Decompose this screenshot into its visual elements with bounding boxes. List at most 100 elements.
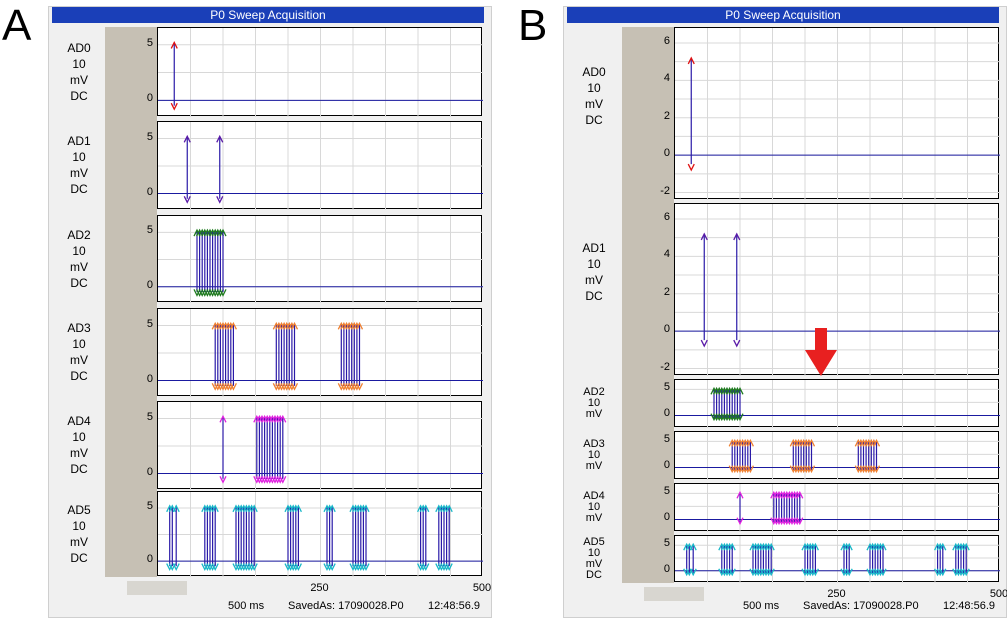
plot-ad1 (157, 121, 483, 210)
spike-tail (263, 476, 271, 484)
spike-tail (962, 568, 970, 577)
spike-tail (209, 563, 217, 572)
channel-scale: 10 (72, 150, 86, 164)
channel-label-ad5[interactable]: AD5 10 mV DC (565, 537, 623, 581)
channel-label-ad5[interactable]: AD5 10 mV DC (50, 502, 108, 566)
spike-tail (216, 289, 224, 297)
trace-svg (675, 536, 1000, 583)
y-tick-label: 4 (663, 72, 670, 85)
y-tick-label: 0 (146, 92, 153, 105)
spike-tail (752, 568, 760, 577)
status-duration: 500 ms (743, 600, 780, 612)
channel-unit: mV (70, 166, 88, 180)
channel-scale: 10 (72, 518, 86, 533)
channel-label-ad0[interactable]: AD0 10 mV DC (565, 64, 623, 128)
y-tick-label: -2 (660, 184, 670, 197)
spike-head (201, 228, 209, 237)
spike-head (201, 504, 209, 513)
channel-scale: 10 (587, 448, 601, 461)
spike-tail (250, 563, 258, 572)
spike-tail (170, 102, 178, 111)
spike-head (687, 56, 695, 65)
spike-tail (731, 413, 739, 422)
window-title[interactable]: P0 Sweep Acquisition (52, 7, 484, 23)
spike-head (757, 542, 765, 551)
spike-tail (726, 413, 734, 422)
spike-head (783, 490, 791, 499)
spike-tail (934, 568, 942, 577)
time-scrollbar[interactable] (644, 587, 704, 601)
trace-svg (675, 204, 1000, 376)
channel-label-ad0[interactable]: AD0 10 mV DC (50, 40, 108, 104)
channel-scale: 10 (72, 430, 86, 444)
trace-svg (158, 402, 483, 490)
time-scrollbar[interactable] (127, 581, 187, 595)
spike-tail (183, 196, 191, 204)
channel-unit: mV (70, 259, 88, 274)
spike-tail (791, 517, 799, 526)
channel-name: AD5 (67, 502, 91, 517)
spike-tail (272, 383, 280, 391)
spike-head (216, 228, 224, 237)
channel-name: AD3 (583, 437, 605, 450)
spike-tail (219, 289, 227, 297)
channel-scale: 10 (72, 56, 86, 71)
spike-head (224, 321, 232, 330)
spike-tail (198, 289, 206, 297)
channel-unit: mV (70, 72, 88, 87)
channel-label-ad2[interactable]: AD2 10 mV (565, 386, 623, 420)
y-tick-label: 5 (663, 433, 670, 446)
channel-label-ad2[interactable]: AD2 10 mV DC (50, 227, 108, 291)
spike-head (791, 490, 799, 499)
spike-tail (939, 568, 947, 577)
spike-tail (211, 289, 219, 297)
y-tick-label: 5 (146, 410, 153, 423)
spike-tail (804, 568, 812, 577)
y-tick-label: 0 (663, 147, 670, 160)
channel-label-ad1[interactable]: AD1 10 mV DC (565, 240, 623, 304)
spike-head (726, 386, 734, 395)
channel-label-ad1[interactable]: AD1 10 mV DC (50, 133, 108, 197)
channel-scale: 10 (587, 500, 601, 513)
spike-tail (268, 476, 276, 484)
red-arrow-shape (805, 328, 837, 376)
channel-label-ad4[interactable]: AD4 10 mV DC (50, 413, 108, 477)
channel-coupling: DC (70, 369, 88, 383)
channel-scale: 10 (587, 80, 601, 95)
spike-head (211, 321, 219, 330)
channel-label-ad3[interactable]: AD3 10 mV DC (50, 320, 108, 384)
spike-tail (203, 563, 211, 572)
spike-tail (736, 517, 744, 526)
spike-tail (767, 568, 775, 577)
x-tick-label: 500 (989, 588, 1007, 600)
channel-label-ad3[interactable]: AD3 10 mV (565, 437, 623, 472)
y-tick-label: 4 (663, 248, 670, 261)
spike-tail (765, 568, 773, 577)
y-tick-label: 0 (146, 185, 153, 198)
spike-tail (778, 517, 786, 526)
spike-tail (780, 517, 788, 526)
spike-tail (328, 563, 336, 572)
spike-tail (728, 568, 736, 577)
spike-tail (796, 517, 804, 526)
spike-head (250, 504, 258, 513)
spike-head (294, 504, 302, 513)
plot-ad5 (674, 535, 1000, 583)
spike-tail (689, 568, 697, 577)
window-title[interactable]: P0 Sweep Acquisition (567, 7, 999, 23)
y-tick-label: 0 (663, 459, 670, 472)
y-tick-label: 0 (146, 553, 153, 566)
spike-head (172, 504, 180, 513)
channel-label-ad4[interactable]: AD4 10 mV (565, 489, 623, 524)
y-tick-label: 5 (663, 381, 670, 394)
spike-tail (211, 383, 219, 391)
channel-name: AD4 (583, 489, 605, 502)
channel-unit: mV (70, 353, 88, 367)
spike-head (253, 414, 261, 423)
spike-head (355, 321, 364, 330)
trace-svg (158, 309, 483, 397)
status-time: 12:48:56.9 (428, 600, 480, 612)
spike-head (689, 542, 697, 551)
spike-tail (757, 568, 765, 577)
status-time: 12:48:56.9 (943, 600, 995, 612)
